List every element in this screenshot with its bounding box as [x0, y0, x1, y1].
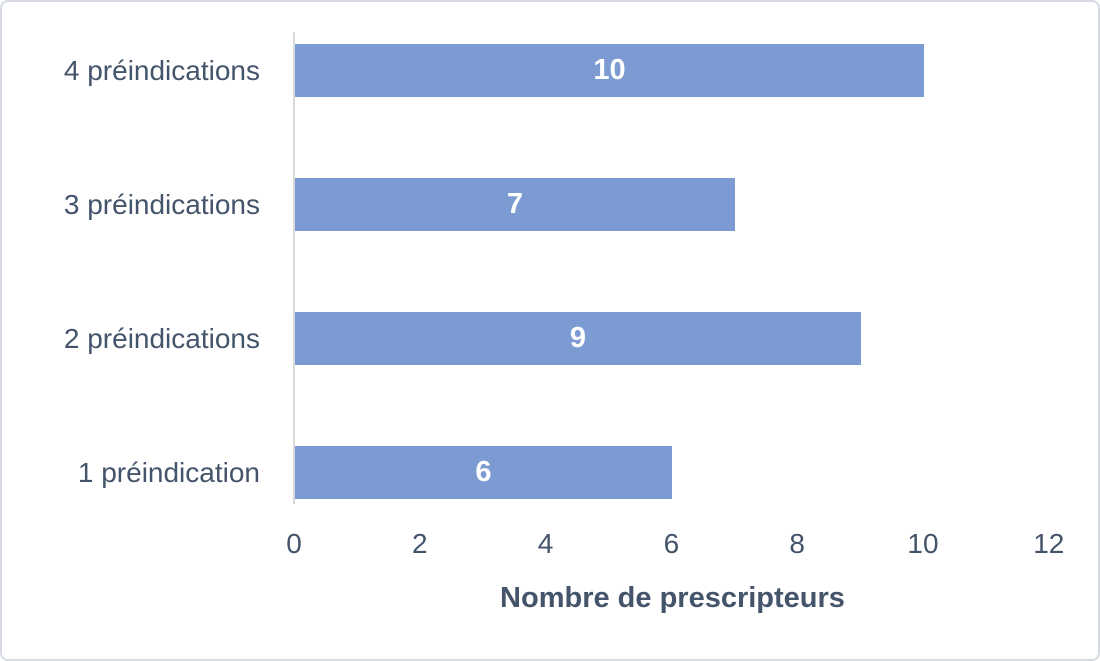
y-axis-line [293, 32, 295, 504]
x-axis-tick-label: 0 [286, 528, 302, 559]
bar-row: 3 préindications 7 [2, 178, 1098, 231]
bar: 7 [295, 178, 735, 231]
bar: 10 [295, 44, 924, 97]
bar-value-label: 6 [475, 456, 492, 488]
category-label: 1 préindication [77, 456, 260, 488]
x-axis-tick-label: 12 [1033, 528, 1065, 559]
x-axis-tick-label: 2 [412, 528, 428, 559]
bar-row: 4 préindications 10 [2, 44, 1098, 97]
bar-value-label: 7 [506, 188, 524, 220]
x-axis-tick-label: 6 [663, 528, 680, 559]
bar: 6 [295, 446, 672, 499]
x-axis-title: Nombre de prescripteurs [500, 582, 845, 614]
bar-row: 2 préindications 9 [2, 312, 1098, 365]
category-label: 2 préindications [63, 322, 260, 354]
category-label: 4 préindications [63, 54, 260, 86]
category-label: 3 préindications [63, 188, 260, 220]
bar-row: 1 préindication 6 [2, 446, 1098, 499]
bar: 9 [295, 312, 861, 365]
x-axis-tick-label: 10 [907, 528, 939, 559]
x-axis-tick-label: 8 [789, 528, 805, 559]
bar-value-label: 9 [569, 322, 587, 354]
x-axis-tick-label: 4 [537, 528, 554, 559]
bar-value-label: 10 [593, 54, 626, 86]
